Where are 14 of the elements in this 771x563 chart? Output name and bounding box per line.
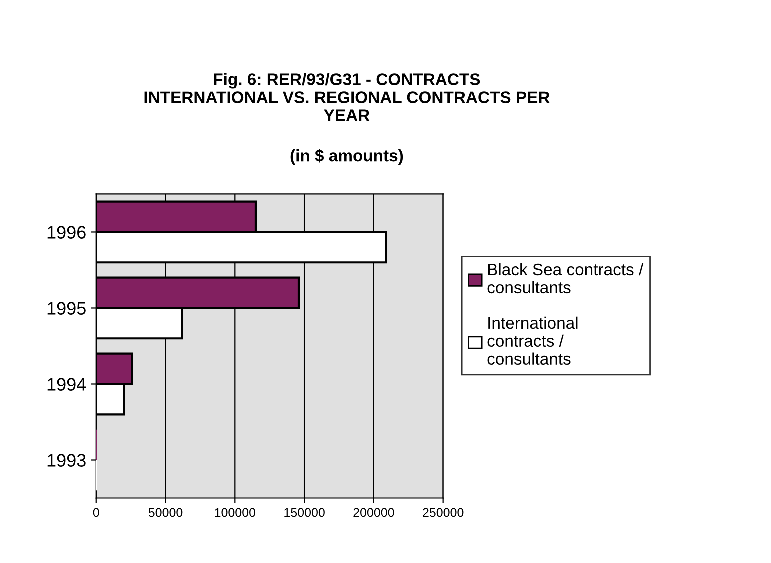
x-tick-label: 0 <box>93 508 100 518</box>
chart-subtitle: (in $ amounts) <box>290 149 404 166</box>
x-tick-label: 100000 <box>215 508 256 518</box>
y-tick-label: 1994 <box>48 378 86 391</box>
chart-title: Fig. 6: RER/93/G31 - CONTRACTS INTERNATIONAL VS. REGIONAL CONTRACTS PER YEAR <box>144 73 550 122</box>
legend-label: International contracts / consultants <box>488 316 578 366</box>
legend-label: Black Sea contracts / consultants <box>488 263 644 294</box>
x-tick-label: 50000 <box>148 508 183 518</box>
y-tick-label: 1996 <box>48 226 86 239</box>
x-tick-label: 200000 <box>354 508 394 518</box>
x-tick-label: 150000 <box>284 508 325 518</box>
y-tick-label: 1995 <box>48 302 86 315</box>
x-tick-label: 250000 <box>423 508 464 518</box>
y-tick-label: 1993 <box>48 454 86 467</box>
